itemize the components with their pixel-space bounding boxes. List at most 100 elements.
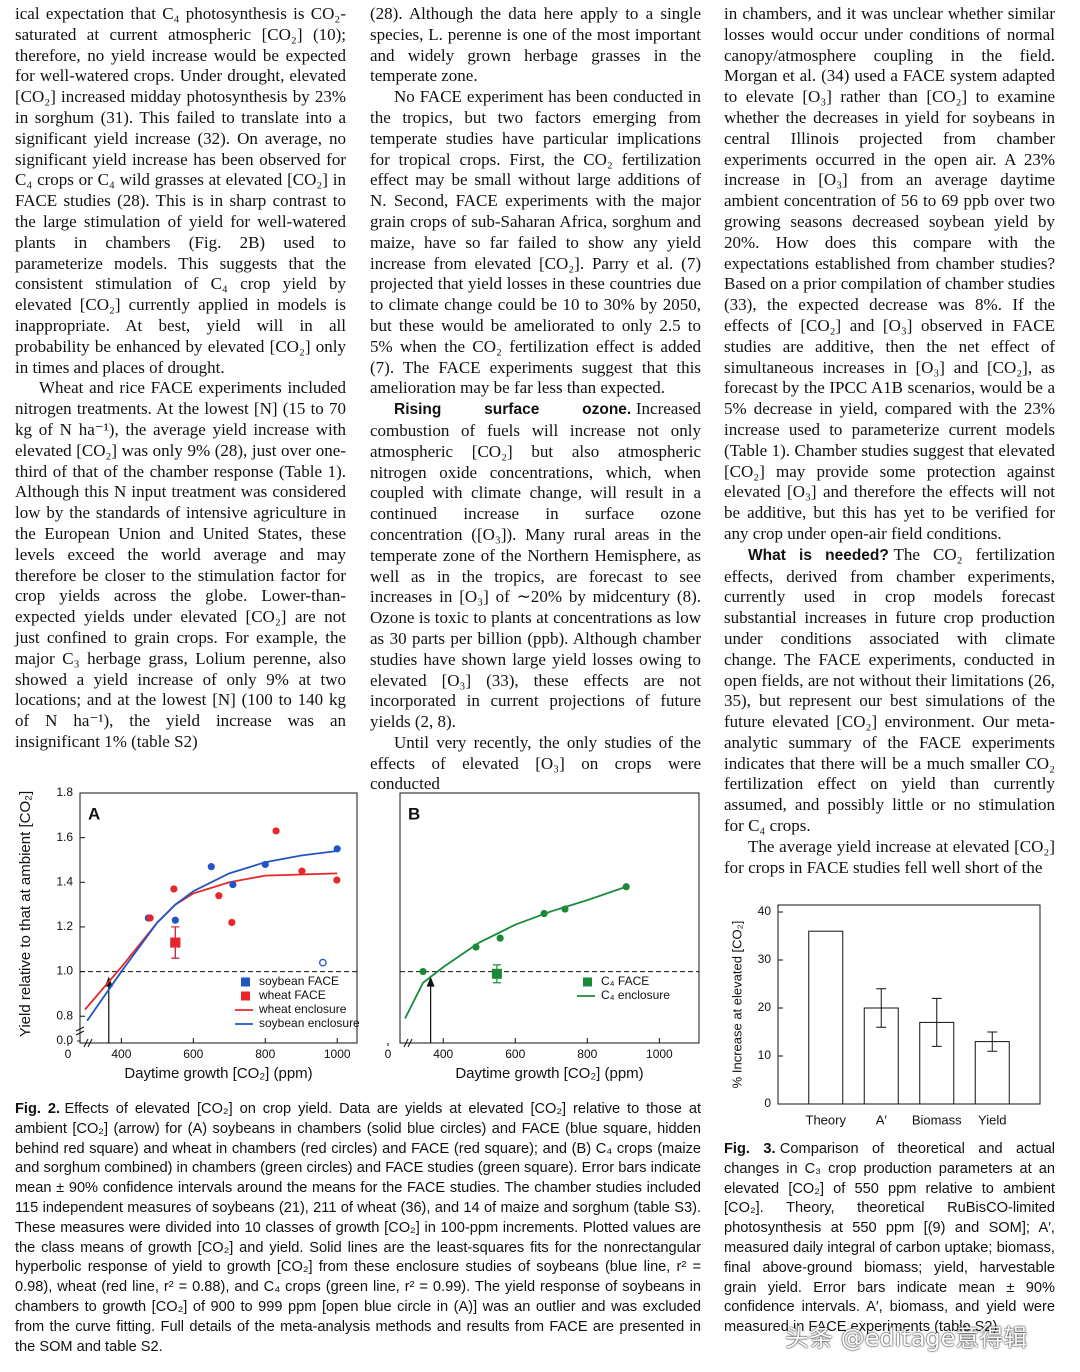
- x-tick-label: 0: [65, 1047, 72, 1061]
- point-circle: [333, 845, 341, 853]
- y-tick-label: 1.0: [56, 964, 73, 978]
- legend-label: soybean FACE: [259, 974, 339, 988]
- x-tick-label: 1000: [324, 1047, 351, 1061]
- bar: [808, 930, 844, 1105]
- x-tick-label: Theory: [806, 1112, 847, 1127]
- figure-3-caption: Fig. 3. Comparison of theoretical and act…: [724, 1140, 1055, 1338]
- x-tick-label: 600: [505, 1047, 525, 1061]
- paragraph: Wheat and rice FACE experiments included…: [15, 378, 346, 752]
- paragraph: ical expectation that C₄ photosynthesis …: [15, 4, 346, 378]
- x-tick-label: 800: [577, 1047, 597, 1061]
- point-circle: [419, 967, 427, 976]
- legend-label: wheat FACE: [258, 988, 326, 1002]
- paragraph-text: Increased combustion of fuels will incre…: [370, 399, 701, 732]
- figure-2-caption: Fig. 2. Effects of elevated [CO₂] on crop…: [15, 1100, 701, 1357]
- caption-text: Comparison of theoretical and actual cha…: [724, 1141, 1055, 1336]
- y-axis-label: Yield relative to that at ambient [CO₂]: [17, 791, 34, 1037]
- y-tick-label: 0.0: [56, 1033, 73, 1047]
- plot-frame: [399, 792, 700, 1044]
- point-circle: [540, 909, 548, 918]
- x-tick-label: Biomass: [912, 1112, 962, 1127]
- axis-break: [83, 1038, 93, 1048]
- figure-label: Fig. 2.: [15, 1101, 61, 1117]
- axis-break: [403, 1038, 413, 1048]
- x-tick-label: 400: [433, 1047, 453, 1061]
- y-tick-label: 1.4: [56, 874, 73, 888]
- legend-label: soybean enclosure: [259, 1016, 360, 1030]
- watermark: 头条 @editage意得辑: [785, 1324, 1028, 1352]
- point-circle: [146, 914, 154, 922]
- legend-label: wheat enclosure: [258, 1002, 347, 1016]
- paragraph: (28). Although the data here apply to a …: [370, 4, 701, 87]
- arrow-head: [426, 976, 435, 987]
- paragraph: in chambers, and it was unclear whether …: [724, 4, 1055, 545]
- legend-label: C₄ enclosure: [601, 988, 670, 1002]
- error-bar: [876, 988, 887, 1028]
- point-circle: [496, 934, 504, 942]
- x-axis-label: Daytime growth [CO₂] (ppm): [455, 1065, 643, 1082]
- paragraph: The average yield increase at elevated […: [724, 837, 1055, 879]
- legend-swatch: [241, 977, 250, 987]
- paragraph: No FACE experiment has been conducted in…: [370, 87, 701, 399]
- point-circle: [228, 918, 236, 927]
- x-tick-label: Yield: [978, 1112, 1006, 1127]
- plot-frame: [79, 792, 358, 1044]
- run-in-heading: What is needed?: [748, 546, 889, 564]
- point-circle: [272, 827, 280, 835]
- y-tick-label: 1.2: [56, 919, 73, 933]
- fit-line: [86, 850, 338, 1022]
- y-tick-label: 1.6: [56, 830, 73, 844]
- x-tick-label: A′: [876, 1112, 888, 1127]
- y-axis-label: % Increase at elevated [CO₂]: [729, 921, 744, 1089]
- paragraph: Until very recently, the only studies of…: [370, 733, 701, 795]
- text-column: (28). Although the data here apply to a …: [370, 4, 701, 795]
- y-tick-label: 0.8: [56, 1008, 73, 1022]
- y-tick-label: 30: [758, 952, 772, 966]
- y-tick-label: 20: [758, 1000, 772, 1014]
- point-circle: [333, 876, 341, 884]
- legend-swatch: [241, 991, 250, 1001]
- point-circle: [298, 867, 306, 875]
- x-tick-label: 800: [255, 1047, 275, 1061]
- paragraph-text: ical expectation that C₄ photosynthesis …: [15, 4, 346, 377]
- point-circle: [229, 880, 237, 889]
- point-circle: [170, 885, 178, 893]
- text-column: ical expectation that C₄ photosynthesis …: [15, 4, 346, 753]
- y-tick-label: 40: [758, 904, 772, 918]
- paragraph-text: No FACE experiment has been conducted in…: [370, 87, 701, 398]
- paragraph-text: Wheat and rice FACE experiments included…: [15, 378, 346, 751]
- caption-text: Effects of elevated [CO₂] on crop yield.…: [15, 1101, 701, 1355]
- point-circle: [207, 863, 215, 871]
- point-square: [491, 968, 502, 979]
- plot-frame: [777, 904, 1041, 1105]
- point-square: [170, 937, 181, 948]
- point-circle: [318, 958, 327, 967]
- paragraph-text: The average yield increase at elevated […: [724, 836, 1055, 877]
- legend-swatch: [583, 977, 592, 987]
- error-bar: [931, 997, 942, 1047]
- paragraph-text: Until very recently, the only studies of…: [370, 732, 701, 794]
- x-axis-label: Daytime growth [CO₂] (ppm): [124, 1065, 312, 1082]
- point-circle: [472, 943, 480, 951]
- x-tick-label: 1000: [646, 1047, 673, 1061]
- paragraph: What is needed? The CO₂ fertilization eff…: [724, 545, 1055, 837]
- x-tick-label: 600: [183, 1047, 203, 1061]
- point-circle: [171, 916, 179, 924]
- paragraph-text: The CO₂ fertilization effects, derived f…: [724, 544, 1055, 836]
- figure-label: Fig. 3.: [724, 1141, 776, 1157]
- y-tick-label: 1.8: [56, 785, 73, 799]
- point-circle: [622, 883, 630, 891]
- x-tick-label: 400: [111, 1047, 131, 1061]
- point-circle: [261, 860, 269, 869]
- run-in-heading: Rising surface ozone.: [394, 401, 632, 419]
- paragraph-text: in chambers, and it was unclear whether …: [724, 4, 1055, 543]
- x-tick-label: 0: [385, 1047, 392, 1061]
- fit-line: [404, 885, 627, 1019]
- point-circle: [561, 905, 569, 913]
- y-tick-label: 0: [764, 1096, 771, 1110]
- paragraph-text: (28). Although the data here apply to a …: [370, 4, 701, 86]
- text-column: in chambers, and it was unclear whether …: [724, 4, 1055, 878]
- y-tick-label: 10: [758, 1048, 772, 1062]
